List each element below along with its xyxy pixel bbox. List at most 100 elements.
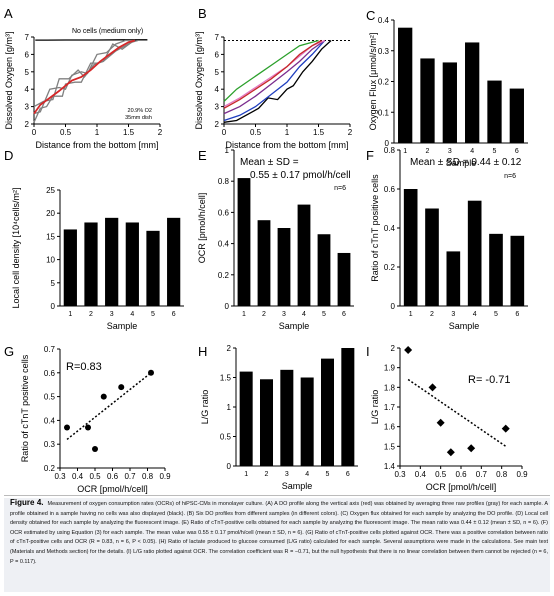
x-tick-label: 0.6 <box>455 470 467 479</box>
annotation-mean-label: Mean ± SD = <box>240 157 299 168</box>
caption-box: Figure 4. Measurement of oxygen consumpti… <box>4 498 550 592</box>
x-axis-label: Sample <box>446 158 477 168</box>
x-axis-label: Sample <box>107 321 138 331</box>
y-tick-label: 0.2 <box>384 263 396 272</box>
x-tick-label: 0.9 <box>159 472 171 481</box>
bar <box>425 208 439 306</box>
x-axis-label: OCR [pmol/h/cell] <box>77 484 148 494</box>
y-tick-label: 0 <box>391 302 396 311</box>
x-tick-label: 2 <box>265 471 269 478</box>
bar <box>146 230 160 306</box>
bar <box>467 200 482 306</box>
x-tick-label: 1.5 <box>313 128 325 137</box>
y-axis-label: Dissolved Oxygen [g/m³] <box>4 31 14 129</box>
x-tick-label: 6 <box>515 148 519 155</box>
x-tick-label: 0.8 <box>496 470 508 479</box>
y-axis-label: Local cell density [10⁴cells/m²] <box>11 188 21 309</box>
panel-letter: E <box>198 148 207 163</box>
y-tick-label: 25 <box>46 186 55 195</box>
series-line <box>223 40 332 123</box>
series-line <box>223 39 319 102</box>
x-tick-label: 5 <box>494 311 498 318</box>
bar <box>510 235 525 306</box>
x-tick-label: 0.5 <box>89 472 101 481</box>
bar <box>442 62 457 144</box>
bar <box>84 222 98 306</box>
x-axis-label: Distance from the bottom [mm] <box>225 140 348 150</box>
y-axis-label: L/G ratio <box>200 390 210 425</box>
y-tick-label: 0.5 <box>220 433 232 442</box>
series-line <box>33 39 139 108</box>
x-tick-label: 0.3 <box>394 470 406 479</box>
trendline <box>407 378 507 447</box>
x-tick-label: 0.5 <box>250 128 262 137</box>
bar <box>167 217 181 306</box>
y-tick-label: 4 <box>215 85 220 94</box>
data-point <box>501 424 510 433</box>
y-tick-label: 1.4 <box>384 462 396 471</box>
panel-letter: I <box>366 344 370 359</box>
x-tick-label: 4 <box>130 311 134 318</box>
y-tick-label: 0.2 <box>378 78 390 87</box>
x-tick-label: 2 <box>430 311 434 318</box>
y-tick-label: 0 <box>227 462 232 471</box>
y-tick-label: 4 <box>25 85 30 94</box>
bar <box>337 252 351 306</box>
x-tick-label: 0.4 <box>415 470 427 479</box>
y-tick-label: 0 <box>51 302 56 311</box>
data-point <box>436 418 445 427</box>
panel-i: I 1.4 1.5 1.6 1.7 1.8 1.9 2 L/G ratio OCR [pmol/h… <box>366 344 528 492</box>
data-point <box>467 444 476 453</box>
panel-f: F 0 0.2 0.4 0.6 0.8 Ratio of cTnT positive cel… <box>366 146 528 331</box>
x-tick-label: 5 <box>326 471 330 478</box>
data-point <box>446 448 455 457</box>
series-line <box>223 39 322 109</box>
y-tick-label: 0.7 <box>44 345 56 354</box>
panel-letter: G <box>4 344 14 359</box>
y-tick-label: 6 <box>215 50 220 59</box>
x-tick-label: 3 <box>110 311 114 318</box>
y-tick-label: 0.4 <box>44 416 56 425</box>
bar <box>420 58 435 143</box>
y-tick-label: 0.8 <box>384 146 396 155</box>
y-axis-label: L/G ratio <box>370 390 380 425</box>
y-tick-label: 5 <box>215 68 220 77</box>
y-tick-label: 2 <box>25 120 30 129</box>
y-tick-label: 0.4 <box>218 240 230 249</box>
bar <box>239 371 253 466</box>
x-tick-label: 3 <box>285 471 289 478</box>
x-axis-label: Distance from the bottom [mm] <box>35 140 158 150</box>
bar <box>259 379 274 466</box>
series-line <box>33 39 136 115</box>
bar <box>489 233 503 306</box>
y-tick-label: 0.2 <box>218 271 230 280</box>
y-tick-label: 10 <box>46 256 55 265</box>
series-line <box>223 39 326 115</box>
x-tick-label: 0.7 <box>476 470 488 479</box>
y-tick-label: 3 <box>215 103 220 112</box>
panel-a: A 2 3 4 5 6 7 Dissolved Oxygen [g/m³] Distance f… <box>4 6 163 150</box>
y-axis-label: Ratio of cTnT positive cells <box>370 174 380 282</box>
data-point <box>64 424 70 431</box>
bar <box>341 348 355 466</box>
figure-label: Figure 4. <box>10 498 44 507</box>
x-tick-label: 6 <box>515 311 519 318</box>
y-tick-label: 7 <box>215 33 220 42</box>
x-tick-label: 4 <box>470 148 474 155</box>
x-tick-label: 3 <box>448 148 452 155</box>
annotation-dish: 35mm dish <box>125 115 152 121</box>
y-tick-label: 15 <box>46 232 55 241</box>
annotation-mean: Mean ± SD = 0.44 ± 0.12 <box>410 157 522 168</box>
y-tick-label: 1.7 <box>384 403 396 412</box>
panel-letter: B <box>198 6 207 21</box>
y-tick-label: 2 <box>215 120 220 129</box>
annotation-r: R= -0.71 <box>468 374 511 386</box>
caption-divider <box>4 495 550 496</box>
panel-e: E 0 0.2 0.4 0.6 0.8 1 OCR [pmol/h/cell] Sample 1 2… <box>197 146 354 331</box>
x-tick-label: 1 <box>403 148 407 155</box>
y-tick-label: 0.3 <box>378 47 390 56</box>
bar <box>105 217 119 306</box>
y-tick-label: 1 <box>225 146 230 155</box>
